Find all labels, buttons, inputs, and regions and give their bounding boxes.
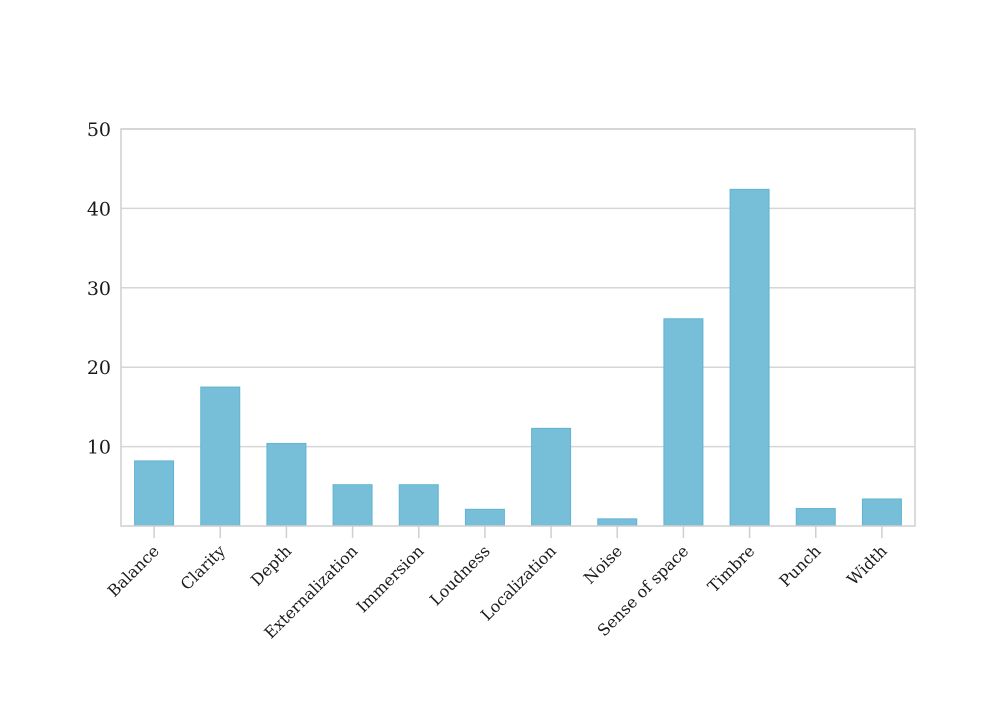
x-tick-label: Clarity [177, 541, 229, 593]
y-tick-label: 10 [87, 437, 111, 459]
bar-punch [795, 508, 836, 527]
x-tick-label: Depth [247, 541, 295, 589]
bar-clarity [200, 386, 241, 527]
bar-externalization [332, 484, 373, 527]
x-tick-label: Punch [775, 541, 824, 590]
bar-loudness [464, 508, 505, 527]
bar-immersion [398, 484, 439, 527]
y-tick-label: 40 [87, 198, 111, 220]
x-tick-label: Balance [104, 541, 163, 600]
y-tick-label: 50 [87, 119, 111, 141]
bar-sense-of-space [663, 318, 704, 527]
x-tick-label: Loudness [426, 541, 494, 609]
x-tick-label: Timbre [704, 541, 759, 596]
x-tick-label: Width [843, 541, 891, 589]
bar-balance [134, 460, 175, 527]
x-tick-label: Noise [580, 541, 626, 587]
y-tick-label: 30 [87, 278, 111, 300]
y-axis-ticks: 10 20 30 40 50 [87, 119, 111, 459]
bar-timbre [729, 188, 770, 527]
plot-frame [120, 128, 916, 527]
bar-localization [531, 427, 572, 527]
x-tick-label: Immersion [353, 541, 428, 616]
y-tick-label: 20 [87, 357, 111, 379]
x-axis-ticks: Balance Clarity DepthExternalizationImmers… [104, 526, 891, 642]
bar-width [861, 498, 902, 527]
bar-noise [597, 518, 638, 527]
bar-depth [266, 442, 307, 527]
bars [134, 188, 902, 527]
